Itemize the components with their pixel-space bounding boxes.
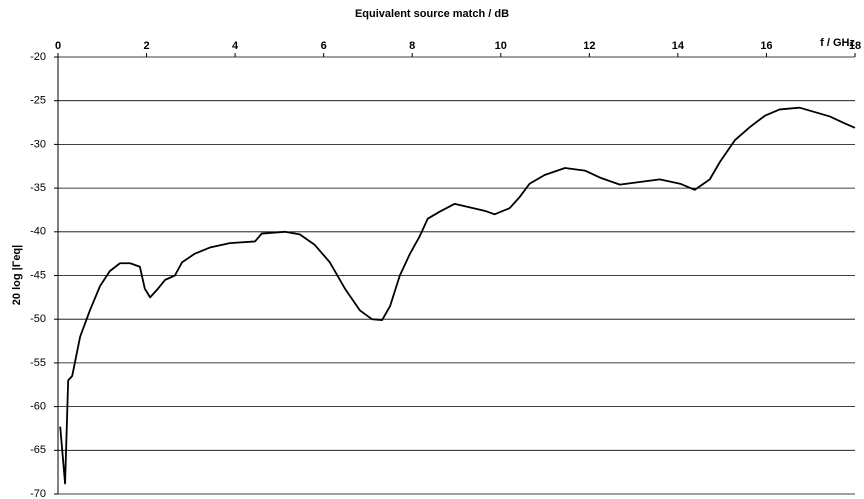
y-tick-label: -60: [30, 401, 46, 413]
x-tick-label: 16: [760, 40, 772, 52]
x-tick-label: 6: [321, 40, 327, 52]
x-tick-label: 0: [55, 40, 61, 52]
x-tick-label: 14: [672, 40, 685, 52]
chart-title: Equivalent source match / dB: [355, 8, 509, 20]
y-tick-label: -50: [30, 313, 46, 325]
y-tick-label: -55: [30, 357, 46, 369]
y-tick-label: -25: [30, 95, 46, 107]
x-tick-label: 18: [849, 40, 861, 52]
y-tick-label: -45: [30, 269, 46, 281]
x-tick-label: 2: [143, 40, 149, 52]
y-tick-label: -35: [30, 182, 46, 194]
y-axis-label: 20 log |Γeq|: [11, 245, 23, 305]
y-tick-label: -20: [30, 51, 46, 63]
y-tick-label: -65: [30, 444, 46, 456]
x-tick-label: 4: [232, 40, 239, 52]
y-tick-label: -70: [30, 488, 46, 499]
x-tick-label: 8: [409, 40, 415, 52]
data-line: [59, 106, 856, 485]
x-tick-label: 10: [495, 40, 507, 52]
y-tick-label: -30: [30, 138, 46, 150]
x-axis-label: f / GHz: [820, 37, 855, 49]
y-tick-label: -40: [30, 226, 46, 238]
x-tick-label: 12: [583, 40, 595, 52]
